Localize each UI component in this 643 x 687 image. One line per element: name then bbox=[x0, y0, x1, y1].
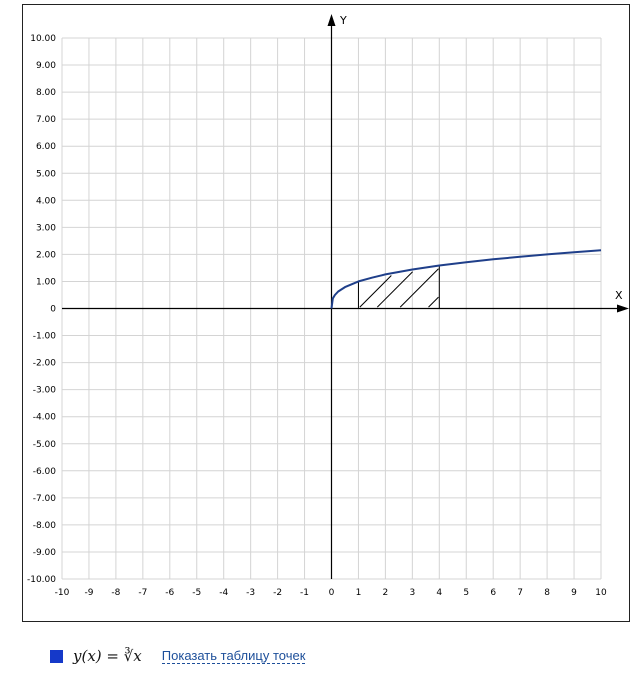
x-tick-label: 1 bbox=[356, 588, 362, 598]
tick-labels: -10 -9 -8 -7 -6 -5 -4 -3 -2 -1 0 1 2 3 4 5 6 7 8 9 1010.009.… bbox=[27, 34, 607, 598]
x-tick-label: -8 bbox=[111, 588, 120, 598]
y-tick-label: 7.00 bbox=[36, 115, 56, 125]
y-tick-label: -10.00 bbox=[27, 575, 56, 585]
x-tick-label: 3 bbox=[409, 588, 415, 598]
x-tick-label: 7 bbox=[517, 588, 523, 598]
x-tick-label: -2 bbox=[273, 588, 282, 598]
x-tick-label: 10 bbox=[595, 588, 607, 598]
x-tick-label: -3 bbox=[246, 588, 255, 598]
y-tick-label: -8.00 bbox=[33, 521, 57, 531]
hatch-line bbox=[376, 271, 413, 308]
x-tick-label: -9 bbox=[84, 588, 93, 598]
y-tick-label: 2.00 bbox=[36, 250, 56, 260]
shaded-region bbox=[357, 265, 440, 309]
y-tick-label: 4.00 bbox=[36, 196, 56, 206]
y-tick-label: 3.00 bbox=[36, 223, 56, 233]
x-tick-label: 0 bbox=[329, 588, 335, 598]
x-tick-label: 5 bbox=[463, 588, 469, 598]
legend-swatch bbox=[50, 649, 63, 663]
y-tick-label: -1.00 bbox=[33, 332, 57, 342]
y-axis-arrow bbox=[327, 14, 336, 26]
y-tick-label: 6.00 bbox=[36, 142, 56, 152]
chart-svg: XY-10 -9 -8 -7 -6 -5 -4 -3 -2 -1 0 1 2 3 4 5 6 7 8 9 1010.00… bbox=[27, 14, 629, 598]
x-tick-label: -5 bbox=[192, 588, 201, 598]
hatch-line bbox=[428, 296, 439, 308]
y-tick-label: -7.00 bbox=[33, 494, 57, 504]
y-tick-label: -3.00 bbox=[33, 386, 57, 396]
x-tick-label: -10 bbox=[55, 588, 70, 598]
x-tick-label: 4 bbox=[436, 588, 442, 598]
y-axis-label: Y bbox=[339, 14, 347, 27]
show-points-table-link[interactable]: Показать таблицу точек bbox=[161, 648, 306, 664]
y-tick-label: 9.00 bbox=[36, 61, 56, 71]
x-tick-label: -1 bbox=[300, 588, 309, 598]
x-axis-label: X bbox=[615, 289, 623, 302]
plot-frame bbox=[22, 4, 630, 622]
x-tick-label: -7 bbox=[138, 588, 147, 598]
x-axis-arrow bbox=[617, 304, 629, 313]
y-tick-label: -2.00 bbox=[33, 359, 57, 369]
y-tick-label: -5.00 bbox=[33, 440, 57, 450]
x-tick-label: -4 bbox=[219, 588, 228, 598]
y-tick-label: 5.00 bbox=[36, 169, 56, 179]
hatch-line bbox=[399, 268, 439, 308]
x-tick-label: 9 bbox=[571, 588, 577, 598]
y-tick-label: 10.00 bbox=[30, 34, 56, 44]
x-tick-label: 6 bbox=[490, 588, 496, 598]
axes: XY bbox=[62, 14, 629, 579]
y-tick-label: 8.00 bbox=[36, 88, 56, 98]
x-tick-label: 2 bbox=[383, 588, 389, 598]
y-tick-label: -9.00 bbox=[33, 548, 57, 558]
legend-formula: y(x) = ∛x bbox=[73, 647, 142, 665]
y-tick-label: 0 bbox=[50, 305, 56, 315]
hatch-line bbox=[359, 275, 392, 308]
legend: y(x) = ∛x Показать таблицу точек bbox=[50, 645, 306, 667]
series-line bbox=[330, 249, 602, 309]
y-tick-label: -4.00 bbox=[33, 413, 57, 423]
x-tick-label: -6 bbox=[165, 588, 174, 598]
y-tick-label: 1.00 bbox=[36, 277, 56, 287]
y-tick-label: -6.00 bbox=[33, 467, 57, 477]
x-tick-label: 8 bbox=[544, 588, 550, 598]
